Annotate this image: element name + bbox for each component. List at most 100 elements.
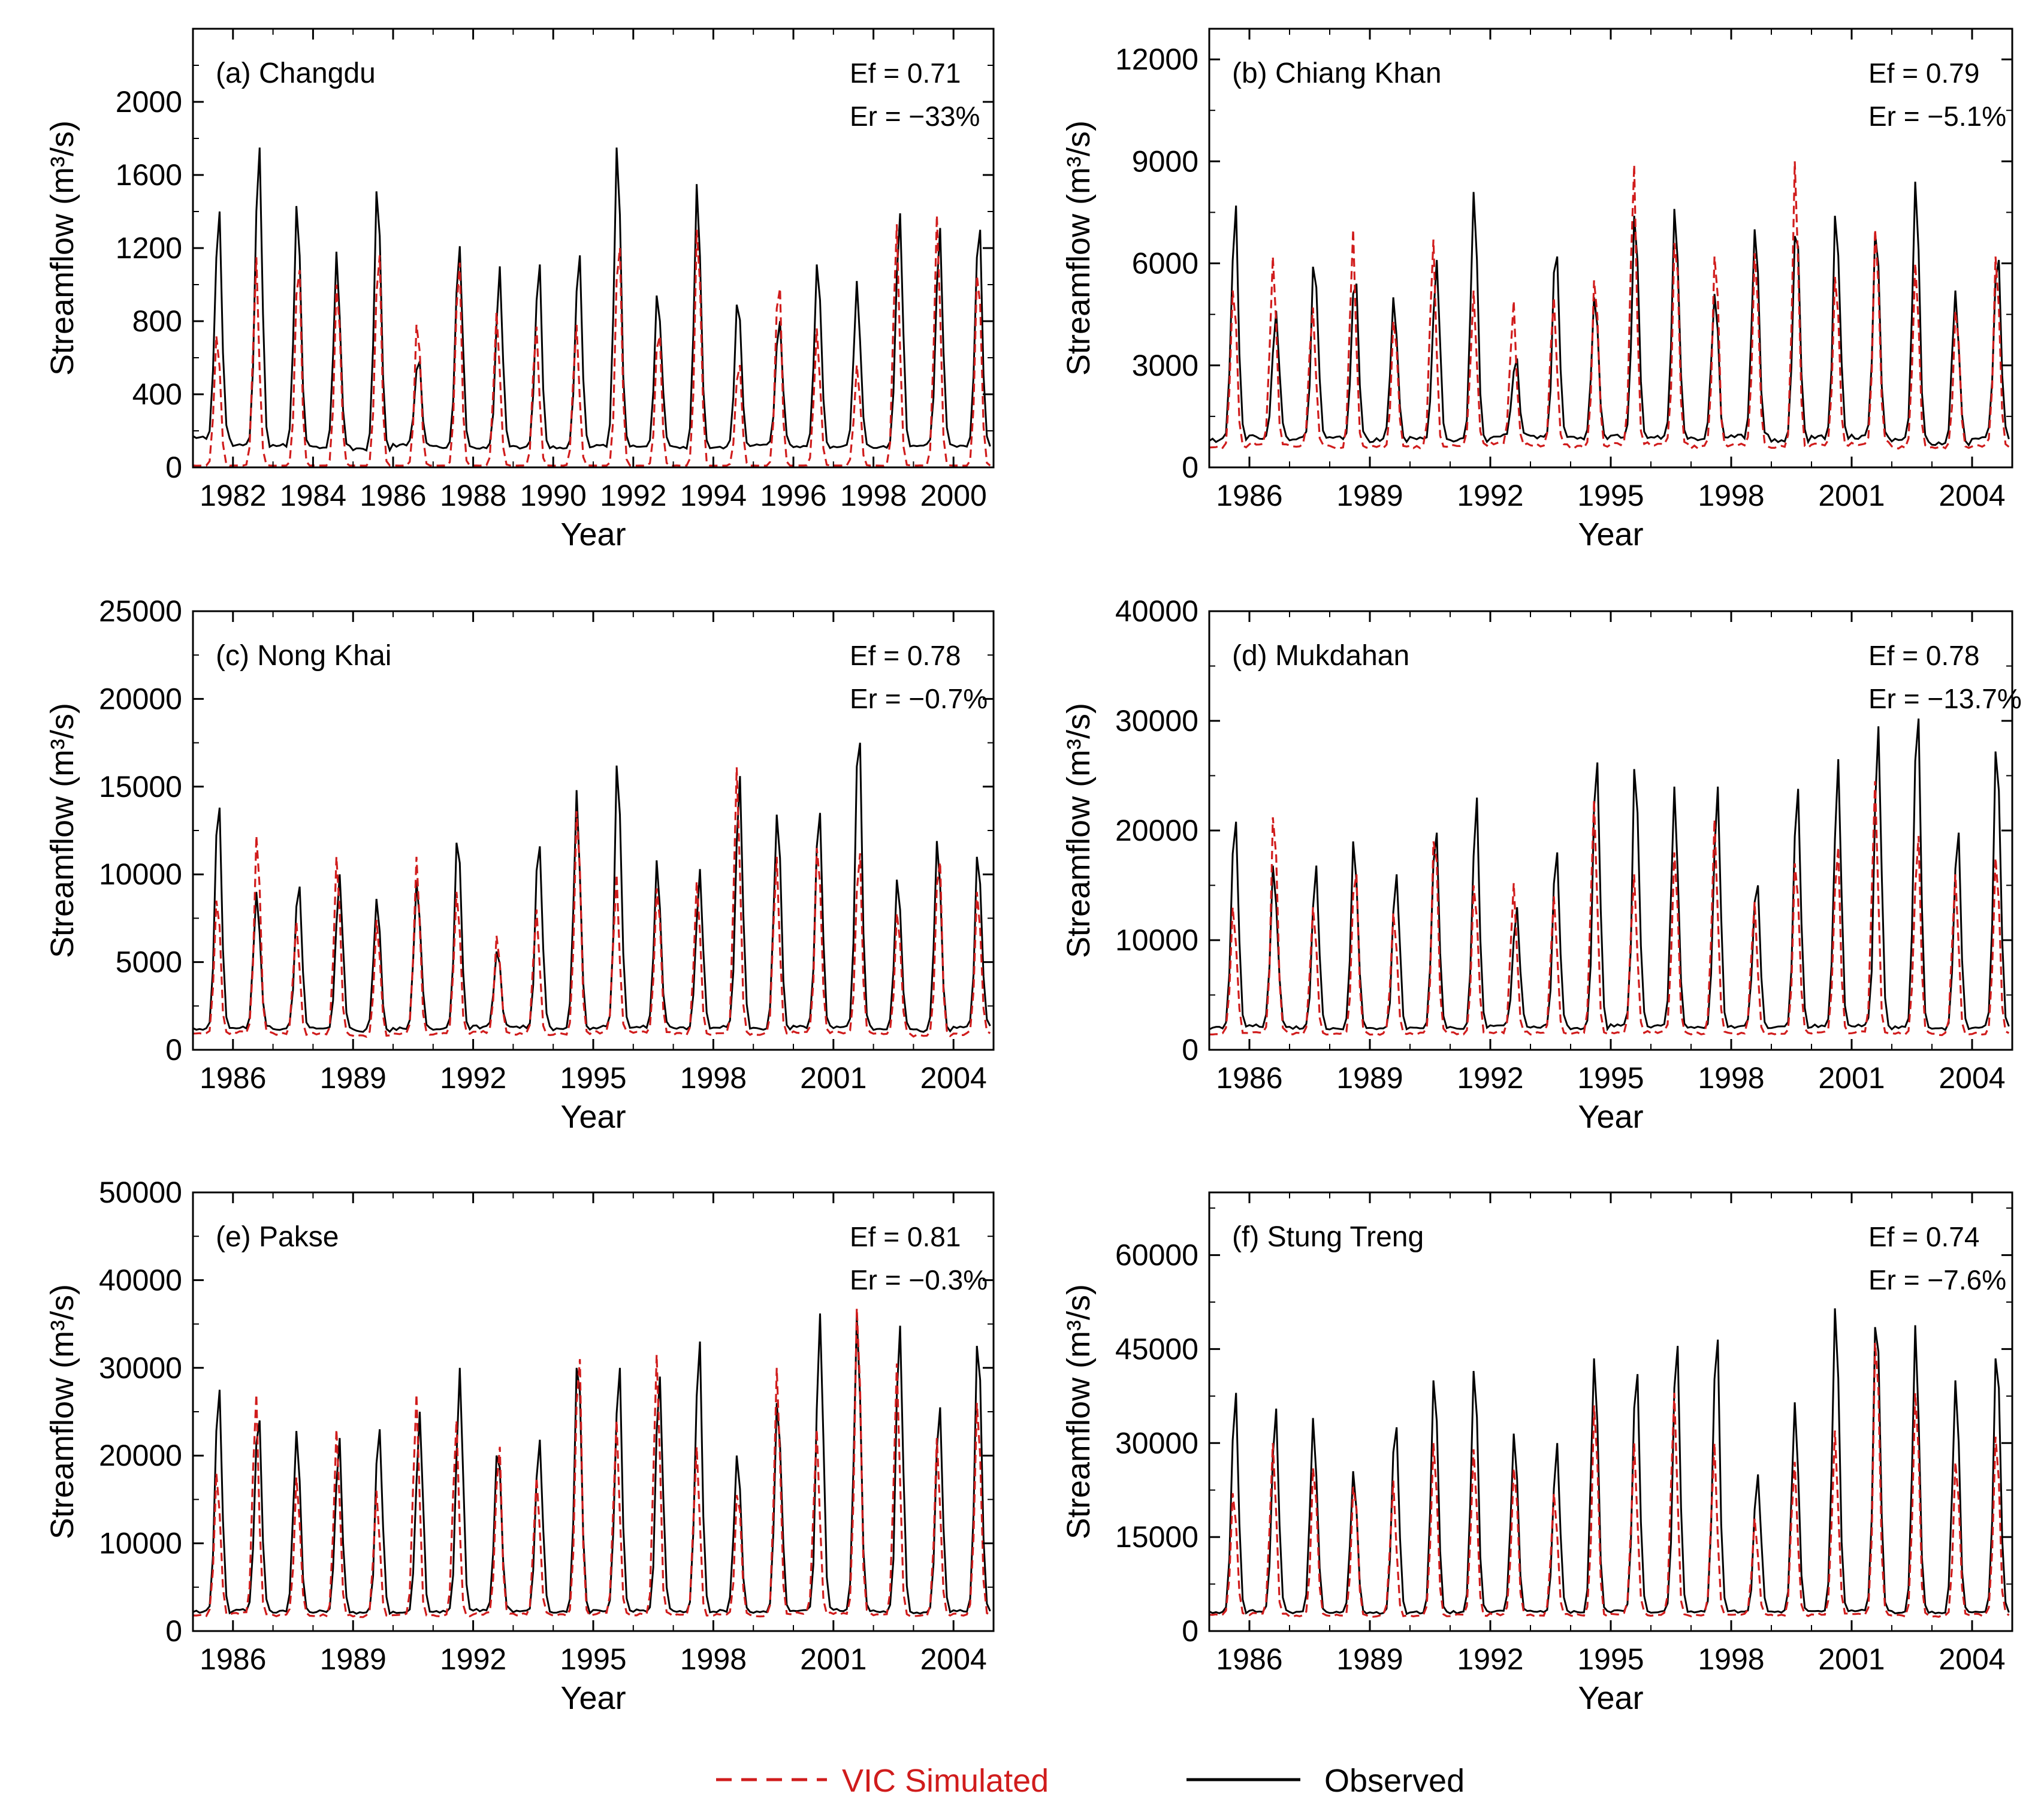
- x-tick-label: 1995: [1577, 1061, 1644, 1095]
- y-tick-label: 40000: [1115, 594, 1198, 628]
- y-tick-label: 800: [132, 304, 182, 338]
- y-axis-title: Streamflow (m³/s): [1061, 703, 1097, 958]
- x-tick-label: 1982: [200, 479, 266, 512]
- x-tick-label: 1994: [680, 479, 747, 512]
- x-axis-title: Year: [1578, 517, 1643, 552]
- x-axis-title: Year: [560, 1099, 626, 1135]
- x-tick-label: 1988: [440, 479, 506, 512]
- chart-panel-6: 0 15000 30000 45000 60000 1986 1989 1992 1995 199…: [1061, 1191, 2013, 1716]
- y-tick-label: 400: [132, 378, 182, 411]
- plot-frame: [1208, 28, 2013, 469]
- y-tick-label: 30000: [1115, 704, 1198, 738]
- x-tick-label: 1998: [680, 1061, 747, 1095]
- stat-ef: Ef = 0.79: [1868, 58, 1979, 89]
- x-tick-label: 2004: [920, 1642, 987, 1676]
- x-tick-label: 1995: [560, 1061, 626, 1095]
- series-line-simulated: [1209, 1342, 2010, 1618]
- y-tick-label: 0: [165, 451, 182, 484]
- x-tick-label: 1998: [1698, 479, 1764, 512]
- x-tick-label: 1992: [440, 1642, 506, 1676]
- x-tick-label: 2001: [800, 1642, 866, 1676]
- series-line-observed: [1209, 182, 2010, 447]
- stat-ef: Ef = 0.81: [850, 1221, 961, 1252]
- y-tick-label: 40000: [99, 1263, 182, 1297]
- x-tick-label: 1989: [320, 1061, 387, 1095]
- y-tick-label: 9000: [1132, 144, 1198, 178]
- x-tick-label: 1992: [440, 1061, 506, 1095]
- y-tick-label: 12000: [1115, 43, 1198, 76]
- y-tick-label: 3000: [1132, 349, 1198, 382]
- x-tick-label: 2000: [920, 479, 987, 512]
- y-tick-label: 0: [1182, 1614, 1198, 1648]
- x-tick-label: 1998: [1698, 1642, 1764, 1676]
- y-axis-title: Streamflow (m³/s): [44, 703, 80, 958]
- panel-title: (e) Pakse: [216, 1221, 339, 1253]
- x-tick-label: 1989: [1336, 1642, 1403, 1676]
- stat-ef: Ef = 0.78: [1868, 640, 1979, 671]
- plot-frame: [192, 610, 995, 1051]
- y-tick-label: 15000: [1115, 1520, 1198, 1554]
- y-tick-label: 1200: [116, 231, 182, 265]
- series-line-observed: [1209, 718, 2010, 1032]
- series-line-simulated: [193, 215, 991, 467]
- y-tick-label: 0: [1182, 1033, 1198, 1067]
- series-line-simulated: [193, 767, 991, 1038]
- x-tick-label: 1986: [200, 1061, 266, 1095]
- y-tick-label: 10000: [99, 857, 182, 891]
- x-tick-label: 1995: [1577, 1642, 1644, 1676]
- y-axis-title: Streamflow (m³/s): [1061, 120, 1097, 376]
- x-tick-label: 1992: [1457, 1061, 1523, 1095]
- stat-ef: Ef = 0.78: [850, 640, 961, 671]
- x-axis-title: Year: [560, 1680, 626, 1716]
- x-tick-label: 1986: [1216, 1061, 1282, 1095]
- x-tick-label: 1986: [360, 479, 426, 512]
- x-tick-label: 1986: [200, 1642, 266, 1676]
- x-tick-label: 1996: [760, 479, 826, 512]
- y-tick-label: 60000: [1115, 1239, 1198, 1272]
- y-tick-label: 1600: [116, 158, 182, 192]
- stat-er: Er = −33%: [850, 101, 980, 132]
- panel-title: (f) Stung Treng: [1232, 1221, 1424, 1253]
- y-tick-label: 15000: [99, 770, 182, 804]
- x-tick-label: 2001: [1818, 479, 1885, 512]
- y-tick-label: 25000: [99, 594, 182, 628]
- x-tick-label: 1998: [680, 1642, 747, 1676]
- x-tick-label: 2001: [800, 1061, 866, 1095]
- x-tick-label: 1998: [840, 479, 907, 512]
- x-tick-label: 1992: [600, 479, 666, 512]
- stat-ef: Ef = 0.74: [1868, 1221, 1979, 1252]
- series-line-observed: [193, 147, 991, 453]
- y-tick-label: 20000: [99, 682, 182, 715]
- x-tick-label: 1995: [1577, 479, 1644, 512]
- y-tick-label: 10000: [99, 1527, 182, 1560]
- y-tick-label: 5000: [116, 946, 182, 979]
- stat-er: Er = −0.3%: [850, 1264, 988, 1295]
- stat-er: Er = −5.1%: [1868, 101, 2006, 132]
- x-tick-label: 1995: [560, 1642, 626, 1676]
- y-axis-title: Streamflow (m³/s): [44, 120, 80, 376]
- chart-panel-2: 0 3000 6000 9000 12000 1986 1989 1992 1995 1998 20…: [1061, 28, 2013, 552]
- x-tick-label: 2001: [1818, 1642, 1885, 1676]
- series-line-simulated: [1209, 781, 2010, 1037]
- x-tick-label: 1989: [1336, 1061, 1403, 1095]
- chart-panel-1: 0 400 800 1200 1600 2000 1982 1984 1986 1988 1990 1…: [44, 28, 995, 552]
- stat-er: Er = −0.7%: [850, 683, 988, 714]
- plot-frame: [192, 28, 995, 469]
- y-tick-label: 0: [165, 1614, 182, 1648]
- series-line-simulated: [1209, 161, 2010, 450]
- y-tick-label: 20000: [1115, 814, 1198, 847]
- x-tick-label: 2004: [1939, 1642, 2005, 1676]
- chart-panel-3: 0 5000 10000 15000 20000 25000 1986 1989 1992 199…: [44, 594, 995, 1135]
- series-line-simulated: [193, 1308, 991, 1618]
- x-tick-label: 1984: [280, 479, 346, 512]
- panel-title: (d) Mukdahan: [1232, 640, 1409, 672]
- chart-panel-4: 0 10000 20000 30000 40000 1986 1989 1992 1995 199…: [1061, 594, 2022, 1135]
- y-tick-label: 30000: [99, 1351, 182, 1385]
- stat-er: Er = −7.6%: [1868, 1264, 2006, 1295]
- y-tick-label: 2000: [116, 85, 182, 119]
- x-tick-label: 1990: [520, 479, 587, 512]
- x-tick-label: 1998: [1698, 1061, 1764, 1095]
- y-tick-label: 10000: [1115, 923, 1198, 957]
- y-tick-label: 50000: [99, 1176, 182, 1209]
- x-tick-label: 2004: [1939, 1061, 2005, 1095]
